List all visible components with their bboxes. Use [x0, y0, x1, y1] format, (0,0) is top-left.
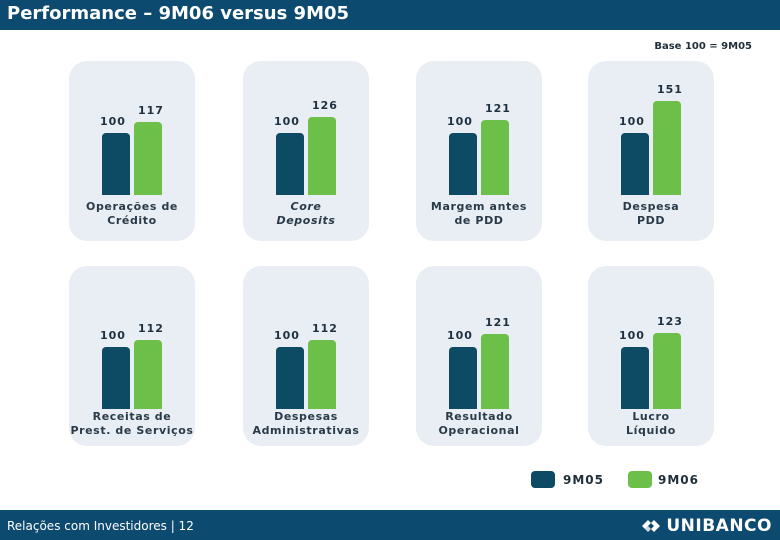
data-label-9m06: 121 [485, 102, 511, 115]
chart-panel [588, 61, 714, 241]
footer-bar: Relações com Investidores | 12 UNIBANCO [0, 510, 780, 540]
data-label-9m05: 100 [447, 115, 473, 128]
bar-9m06 [481, 120, 509, 195]
data-label-9m06: 112 [138, 322, 164, 335]
logo: UNIBANCO [640, 516, 772, 536]
legend-swatch-9m06 [628, 471, 652, 488]
category-label: Despesas Administrativas [252, 410, 360, 437]
data-label-9m06: 123 [657, 315, 683, 328]
chart-panel [243, 266, 369, 446]
bar-9m05 [449, 347, 477, 409]
legend-label-9m06: 9M06 [658, 473, 699, 487]
chart-panel [69, 61, 195, 241]
bar-9m06 [653, 101, 681, 195]
category-label: Operações de Crédito [86, 200, 178, 227]
data-label-9m06: 112 [312, 322, 338, 335]
data-label-9m05: 100 [100, 329, 126, 342]
category-label: Receitas de Prest. de Serviços [70, 410, 194, 437]
bar-9m06 [653, 333, 681, 409]
bar-9m06 [308, 340, 336, 409]
data-label-9m05: 100 [274, 329, 300, 342]
data-label-9m06: 126 [312, 99, 338, 112]
category-label: Resultado Operacional [438, 410, 520, 437]
bar-9m05 [102, 347, 130, 409]
category-label: Despesa PDD [622, 200, 680, 227]
bar-9m05 [449, 133, 477, 195]
data-label-9m05: 100 [274, 115, 300, 128]
data-label-9m05: 100 [100, 115, 126, 128]
data-label-9m06: 151 [657, 83, 683, 96]
bar-9m05 [276, 347, 304, 409]
bar-9m05 [621, 347, 649, 409]
page-title: Performance – 9M06 versus 9M05 [7, 3, 350, 24]
bar-9m05 [621, 133, 649, 195]
chart-panel [416, 61, 542, 241]
base-note: Base 100 = 9M05 [654, 41, 752, 52]
header-bar: Performance – 9M06 versus 9M05 [0, 0, 780, 30]
bar-9m06 [308, 117, 336, 195]
unibanco-logo-icon [642, 520, 661, 532]
legend-label-9m05: 9M05 [563, 473, 604, 487]
chart-panel [69, 266, 195, 446]
legend-swatch-9m05 [531, 471, 555, 488]
chart-panel [243, 61, 369, 241]
data-label-9m05: 100 [619, 329, 645, 342]
chart-panel [416, 266, 542, 446]
logo-text: UNIBANCO [666, 516, 772, 536]
category-label: Lucro Líquido [626, 410, 676, 437]
data-label-9m05: 100 [447, 329, 473, 342]
category-label: Margem antes de PDD [430, 200, 528, 227]
bar-9m06 [134, 122, 162, 195]
data-label-9m06: 121 [485, 316, 511, 329]
bar-9m05 [102, 133, 130, 195]
footer-text: Relações com Investidores | 12 [7, 519, 194, 533]
bar-9m05 [276, 133, 304, 195]
data-label-9m05: 100 [619, 115, 645, 128]
category-label: Core Deposits [276, 200, 336, 227]
bar-9m06 [481, 334, 509, 409]
chart-panel [588, 266, 714, 446]
bar-9m06 [134, 340, 162, 409]
data-label-9m06: 117 [138, 104, 164, 117]
